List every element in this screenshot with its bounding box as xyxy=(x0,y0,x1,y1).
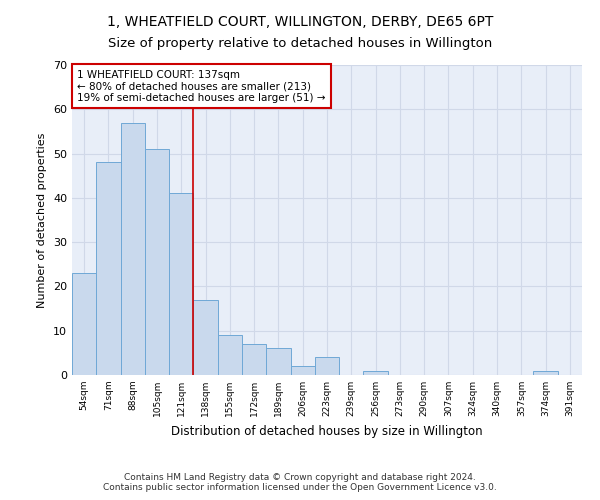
Bar xyxy=(145,149,169,375)
Text: Contains HM Land Registry data © Crown copyright and database right 2024.
Contai: Contains HM Land Registry data © Crown c… xyxy=(103,473,497,492)
Bar xyxy=(315,358,339,375)
Bar xyxy=(96,162,121,375)
X-axis label: Distribution of detached houses by size in Willington: Distribution of detached houses by size … xyxy=(171,424,483,438)
Bar xyxy=(242,344,266,375)
Bar xyxy=(218,335,242,375)
Bar xyxy=(72,273,96,375)
Bar xyxy=(266,348,290,375)
Y-axis label: Number of detached properties: Number of detached properties xyxy=(37,132,47,308)
Bar xyxy=(533,370,558,375)
Text: Size of property relative to detached houses in Willington: Size of property relative to detached ho… xyxy=(108,38,492,51)
Text: 1 WHEATFIELD COURT: 137sqm
← 80% of detached houses are smaller (213)
19% of sem: 1 WHEATFIELD COURT: 137sqm ← 80% of deta… xyxy=(77,70,326,103)
Bar xyxy=(169,194,193,375)
Bar xyxy=(290,366,315,375)
Text: 1, WHEATFIELD COURT, WILLINGTON, DERBY, DE65 6PT: 1, WHEATFIELD COURT, WILLINGTON, DERBY, … xyxy=(107,15,493,29)
Bar xyxy=(121,122,145,375)
Bar xyxy=(193,300,218,375)
Bar xyxy=(364,370,388,375)
